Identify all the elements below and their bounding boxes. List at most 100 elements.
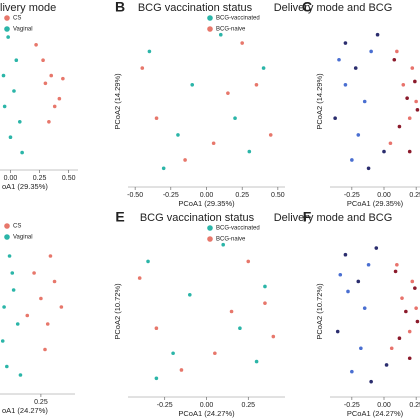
x-tick-label: 0.00 xyxy=(4,175,18,182)
data-point xyxy=(233,116,237,120)
data-point xyxy=(229,309,234,314)
data-point xyxy=(12,89,16,93)
data-point xyxy=(32,271,36,275)
data-point xyxy=(261,66,266,70)
data-point xyxy=(146,259,150,264)
y-axis-label: PCoA2 (10.72%) xyxy=(315,283,324,340)
data-point xyxy=(6,35,10,39)
data-point xyxy=(362,99,367,104)
data-point xyxy=(2,104,7,109)
data-point xyxy=(400,296,404,300)
data-point xyxy=(413,286,417,290)
data-point xyxy=(346,289,350,294)
data-point xyxy=(366,262,371,267)
data-point xyxy=(43,81,48,86)
data-point xyxy=(353,66,358,70)
data-point xyxy=(414,99,418,104)
data-point xyxy=(18,373,23,377)
data-point xyxy=(401,83,406,87)
data-point xyxy=(49,73,54,78)
panel-title: Delivery mode and BCG xyxy=(274,212,393,224)
legend-label: BCG-naive xyxy=(216,237,246,243)
data-point xyxy=(147,49,152,54)
data-point xyxy=(413,79,417,84)
data-point xyxy=(407,149,412,154)
data-point xyxy=(343,252,348,257)
data-point xyxy=(333,116,337,120)
data-point xyxy=(338,272,343,277)
data-point xyxy=(43,347,47,352)
data-point xyxy=(1,73,6,78)
data-point xyxy=(8,135,13,139)
data-point xyxy=(359,346,363,351)
data-point xyxy=(0,339,5,343)
data-point xyxy=(247,149,252,154)
x-axis-label: oA1 (29.35%) xyxy=(2,182,48,191)
data-point xyxy=(211,141,216,146)
x-tick-label: -0.25 xyxy=(344,192,360,199)
data-point xyxy=(179,368,184,372)
data-point xyxy=(369,379,373,384)
data-point xyxy=(388,141,393,146)
data-point xyxy=(407,329,412,334)
data-point xyxy=(154,376,159,381)
data-point xyxy=(407,356,412,361)
legend-label: BCG-naive xyxy=(216,27,246,33)
x-tick-label: 0.25 xyxy=(235,192,249,199)
legend-label: BCG-vaccinated xyxy=(216,226,260,232)
x-axis-label: PCoA1 (24.27%) xyxy=(347,409,404,418)
data-point xyxy=(213,351,217,356)
data-point xyxy=(393,269,398,274)
x-tick-label: 0.00 xyxy=(377,402,391,409)
data-point xyxy=(183,158,187,162)
data-point xyxy=(7,254,12,258)
x-tick-label: 0.25 xyxy=(34,399,48,406)
data-point xyxy=(47,120,51,124)
data-point xyxy=(240,41,244,45)
data-point xyxy=(246,259,251,264)
data-point xyxy=(337,57,341,62)
data-point xyxy=(218,32,223,37)
data-point xyxy=(405,96,409,100)
x-axis-label: oA1 (24.27%) xyxy=(2,406,48,415)
legend-label: CS xyxy=(13,16,21,22)
data-point xyxy=(2,305,6,309)
data-point xyxy=(140,66,145,70)
data-point xyxy=(404,309,408,314)
x-axis-label: PCoA1 (24.27%) xyxy=(178,409,235,418)
x-tick-label: 0.50 xyxy=(271,192,285,199)
data-point xyxy=(221,242,226,247)
x-tick-label: 0.00 xyxy=(377,192,391,199)
data-point xyxy=(268,133,273,137)
data-point xyxy=(414,306,418,310)
data-point xyxy=(343,83,348,87)
legend-marker xyxy=(4,26,10,32)
legend-marker xyxy=(4,15,10,21)
legend-marker xyxy=(207,26,213,32)
data-point xyxy=(350,158,354,162)
legend-label: CS xyxy=(13,224,21,230)
data-point xyxy=(415,319,420,324)
data-point xyxy=(374,246,379,250)
data-point xyxy=(52,279,57,284)
data-point xyxy=(366,166,371,171)
x-tick-label: -0.25 xyxy=(344,402,360,409)
data-point xyxy=(369,49,373,54)
data-point xyxy=(254,83,259,87)
x-tick-label: 0.25 xyxy=(409,192,420,199)
data-point xyxy=(395,49,399,54)
data-point xyxy=(410,279,415,284)
data-point xyxy=(397,336,402,341)
legend-marker xyxy=(4,234,10,240)
data-point xyxy=(161,166,166,171)
panel-title: livery mode xyxy=(0,2,56,14)
x-tick-label: 0.00 xyxy=(200,402,214,409)
data-point xyxy=(154,326,159,331)
data-point xyxy=(356,133,361,137)
data-point xyxy=(14,58,19,62)
legend-label: Vaginal xyxy=(13,235,33,241)
data-point xyxy=(41,58,45,62)
data-point xyxy=(15,322,20,326)
legend-label: BCG-vaccinated xyxy=(216,16,260,22)
